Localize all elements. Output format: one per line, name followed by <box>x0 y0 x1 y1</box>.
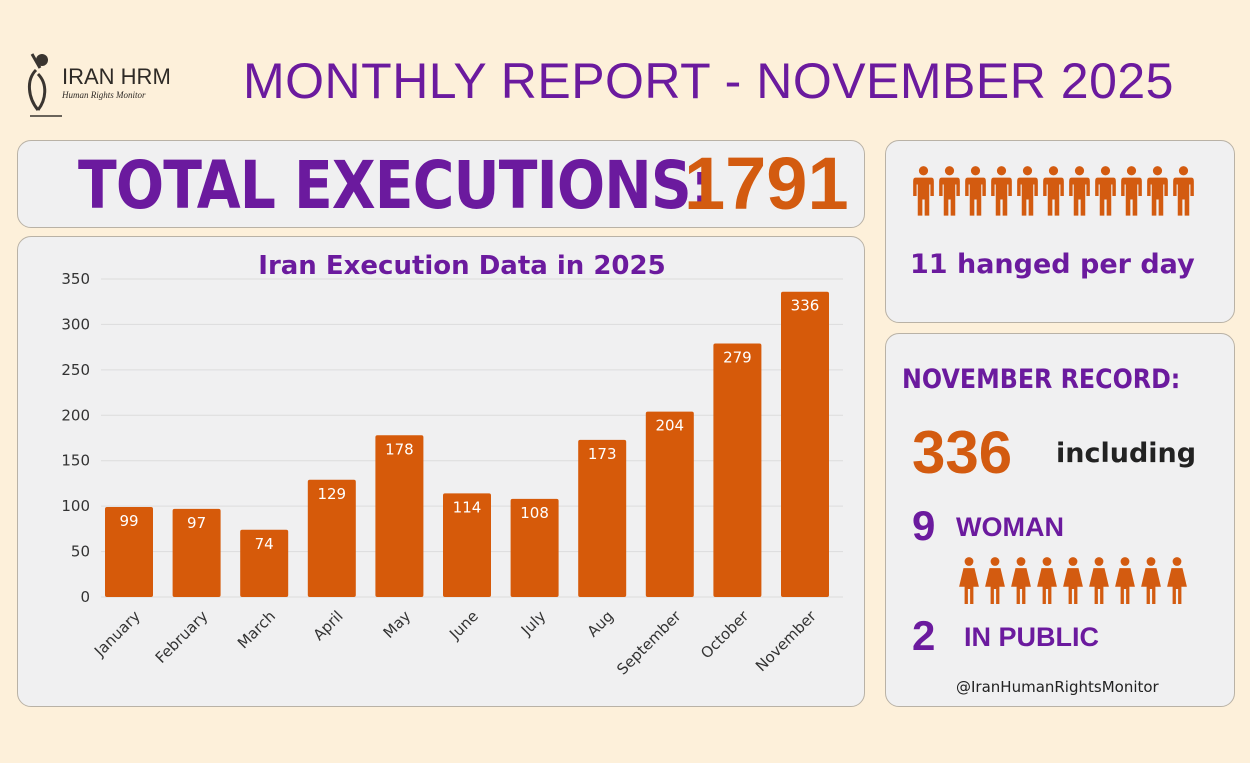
person-icon <box>938 165 961 220</box>
record-count: 336 <box>912 419 1013 486</box>
x-tick-label: May <box>380 607 415 642</box>
x-tick-label: June <box>445 607 482 644</box>
person-icon <box>964 165 987 220</box>
record-heading: NOVEMBER RECORD: <box>902 364 1181 395</box>
person-icon <box>1068 165 1091 220</box>
bar-value-label: 114 <box>453 498 482 516</box>
person-icon <box>1120 165 1143 220</box>
bar-may <box>375 435 424 597</box>
bar-march <box>240 529 289 597</box>
page-title: MONTHLY REPORT - NOVEMBER 2025 <box>243 53 1174 109</box>
chart-card: Iran Execution Data in 2025 0 50 100 150 200… <box>17 236 865 707</box>
person-icon <box>1042 165 1065 220</box>
bar-july <box>510 498 559 597</box>
logo: IRAN HRM Human Rights Monitor <box>22 50 182 122</box>
person-icon <box>990 165 1013 220</box>
women-label: WOMAN <box>956 512 1064 542</box>
women-count: 9 <box>912 502 936 549</box>
woman-icon <box>1140 556 1162 608</box>
bar-value-label: 97 <box>187 514 206 532</box>
per-day-card: 11 hanged per day <box>885 140 1235 323</box>
bar-february <box>172 508 221 597</box>
bar-value-label: 74 <box>255 535 274 553</box>
y-tick-label: 350 <box>61 270 90 288</box>
y-tick-label: 150 <box>61 452 90 470</box>
y-tick-label: 300 <box>61 315 90 333</box>
person-icon <box>1146 165 1169 220</box>
x-tick-label: September <box>613 607 685 679</box>
bar-october <box>713 343 762 597</box>
person-icon <box>1172 165 1195 220</box>
bar-value-label: 204 <box>655 417 684 435</box>
woman-icon-row <box>958 556 1188 608</box>
y-tick-label: 100 <box>61 497 90 515</box>
x-tick-label: Aug <box>584 607 617 640</box>
bar-chart: Iran Execution Data in 2025 0 50 100 150 200… <box>61 251 843 679</box>
x-tick-label: January <box>90 607 144 661</box>
bar-january <box>105 507 153 597</box>
x-tick-label: November <box>752 607 820 675</box>
total-label: TOTAL EXECUTIONS: <box>78 147 714 224</box>
bar-value-label: 178 <box>385 440 414 458</box>
public-count: 2 <box>912 612 936 659</box>
chart-title: Iran Execution Data in 2025 <box>258 251 665 281</box>
woman-icon <box>1010 556 1032 608</box>
bar-value-label: 108 <box>520 504 549 522</box>
x-tick-label: February <box>152 607 212 667</box>
per-day-text: 11 hanged per day <box>910 249 1195 280</box>
bar-june <box>443 493 491 597</box>
person-icon-row <box>912 165 1195 220</box>
bar-value-label: 279 <box>723 349 752 367</box>
bar-april <box>307 479 356 597</box>
person-icon <box>1016 165 1039 220</box>
woman-icon <box>1166 556 1188 608</box>
person-icon <box>912 165 935 220</box>
bar-value-label: 99 <box>119 512 138 530</box>
total-executions-card: TOTAL EXECUTIONS: 1791 <box>17 140 865 228</box>
x-tick-label: October <box>697 607 753 663</box>
logo-name: IRAN HRM <box>62 64 171 89</box>
bar-november <box>781 291 829 597</box>
public-label: IN PUBLIC <box>964 622 1099 652</box>
x-tick-label: April <box>310 607 347 644</box>
x-tick-label: July <box>517 607 550 640</box>
woman-icon <box>1062 556 1084 608</box>
november-record-card: NOVEMBER RECORD: 336 including 9 WOMAN 2… <box>885 333 1235 707</box>
bar-value-label: 336 <box>791 297 820 315</box>
x-tick-label: March <box>234 607 279 652</box>
bar-value-label: 129 <box>317 485 346 503</box>
woman-icon <box>958 556 980 608</box>
total-value: 1791 <box>684 142 849 225</box>
social-handle: @IranHumanRightsMonitor <box>956 678 1159 696</box>
bar-aug <box>578 439 627 597</box>
record-including: including <box>1056 438 1197 469</box>
y-tick-label: 200 <box>61 406 90 424</box>
person-icon <box>1094 165 1117 220</box>
y-tick-label: 50 <box>71 543 90 561</box>
bar-value-label: 173 <box>588 445 617 463</box>
y-tick-label: 0 <box>80 588 90 606</box>
logo-tagline: Human Rights Monitor <box>62 90 146 100</box>
logo-figure-icon <box>28 53 62 117</box>
bar-september <box>645 411 694 597</box>
woman-icon <box>1088 556 1110 608</box>
woman-icon <box>1036 556 1058 608</box>
y-tick-label: 250 <box>61 361 90 379</box>
woman-icon <box>984 556 1006 608</box>
woman-icon <box>1114 556 1136 608</box>
